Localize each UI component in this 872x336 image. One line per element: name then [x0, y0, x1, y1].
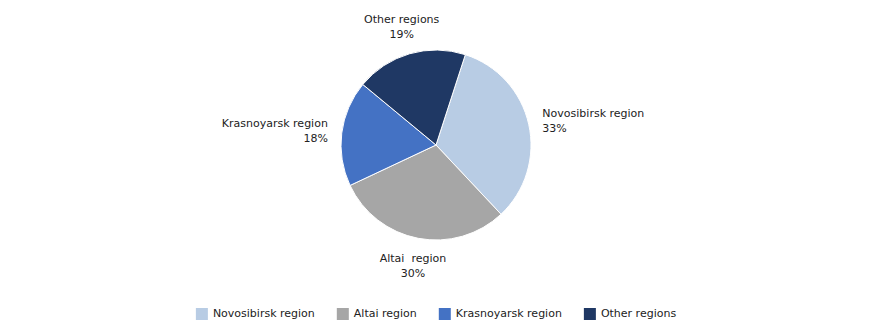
legend: Novosibirsk region Altai region Krasnoyars… — [196, 307, 677, 320]
legend-label: Altai region — [354, 307, 417, 320]
chart: Novosibirsk region 33% Altai region 30% Kras… — [0, 0, 872, 336]
slice-label: Other regions — [364, 13, 440, 26]
slice-labels: Novosibirsk region 33% Altai region 30% Kras… — [222, 13, 645, 280]
data-label: 18% — [303, 132, 327, 145]
legend-item: Krasnoyarsk region — [439, 307, 562, 320]
legend-label: Other regions — [601, 307, 677, 320]
slice-label: Krasnoyarsk region — [222, 117, 328, 130]
legend-swatch — [337, 308, 349, 320]
legend-item: Other regions — [584, 307, 677, 320]
legend-item: Novosibirsk region — [196, 307, 315, 320]
legend-item: Altai region — [337, 307, 417, 320]
legend-swatch — [439, 308, 451, 320]
data-label: 33% — [542, 122, 566, 135]
pie — [341, 50, 531, 240]
legend-swatch — [584, 308, 596, 320]
data-label: 30% — [401, 267, 425, 280]
legend-label: Novosibirsk region — [213, 307, 315, 320]
legend-label: Krasnoyarsk region — [456, 307, 562, 320]
pie-slice — [363, 50, 466, 145]
slice-label: Novosibirsk region — [542, 107, 644, 120]
legend-swatch — [196, 308, 208, 320]
slice-label: Altai region — [380, 252, 447, 265]
data-label: 19% — [389, 28, 413, 41]
